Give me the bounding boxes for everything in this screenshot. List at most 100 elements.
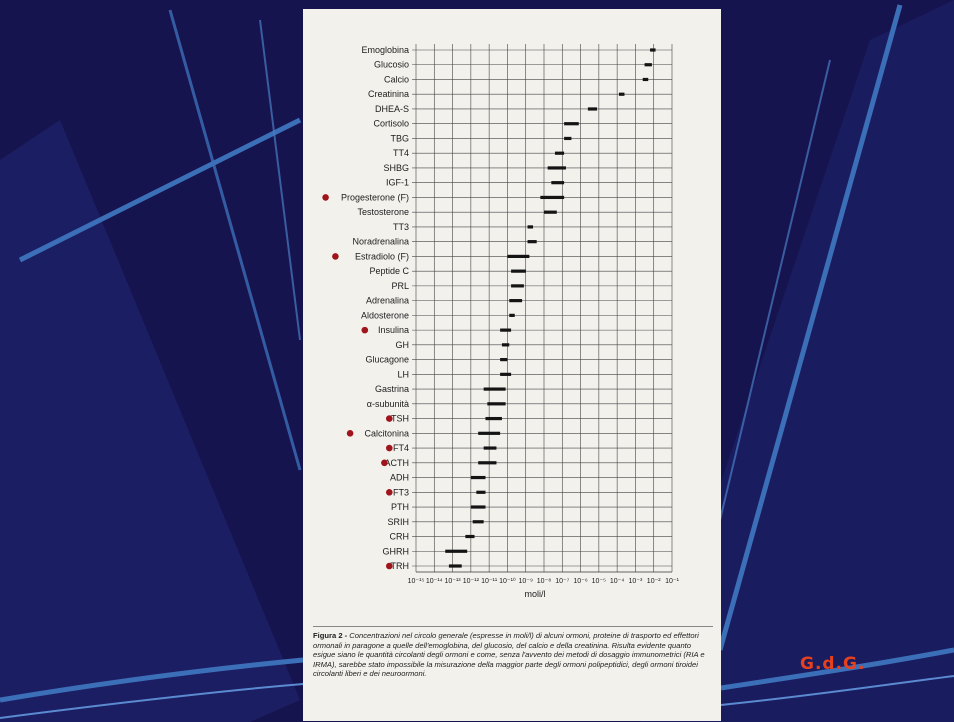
range-bar — [500, 372, 512, 376]
row-label: Adrenalina — [366, 296, 409, 306]
row-label: TT4 — [393, 148, 409, 158]
x-tick-label: 10⁻¹³ — [444, 578, 461, 585]
row-label: Aldosterone — [361, 310, 409, 320]
row-marker-dot — [322, 194, 329, 201]
range-bar — [445, 549, 468, 553]
caption-figure-label: Figura 2 - — [313, 631, 348, 640]
row-label: CRH — [390, 532, 410, 542]
row-marker-dot — [386, 562, 393, 570]
range-bar — [478, 431, 501, 435]
row-label: GH — [396, 340, 410, 350]
row-label: Glucagone — [365, 355, 409, 365]
row-label: IGF-1 — [386, 178, 409, 188]
range-bar — [478, 461, 497, 465]
row-label: TRH — [391, 561, 410, 571]
row-label: Glucosio — [374, 60, 409, 70]
range-bar — [509, 299, 523, 303]
textbook-page: Emoglobina Glucosio Calcio Creatinina DHEA-S… — [303, 9, 721, 721]
row-label: TBG — [390, 133, 409, 143]
figure-caption: Figura 2 - Concentrazioni nel circolo ge… — [313, 626, 713, 713]
range-bar — [547, 166, 566, 170]
row-label: SRIH — [387, 517, 409, 527]
x-tick-label: 10⁻¹⁴ — [426, 578, 443, 585]
range-bar — [487, 402, 506, 406]
row-label: SHBG — [383, 163, 409, 173]
row-label: Gastrina — [375, 384, 409, 394]
row-marker-dot — [346, 430, 354, 437]
range-bar — [500, 358, 508, 362]
row-label: ACTH — [385, 458, 410, 468]
range-bar — [587, 107, 598, 111]
range-bar — [618, 92, 625, 96]
x-tick-label: 10⁻¹⁵ — [408, 578, 425, 585]
x-axis-label: moli/l — [524, 589, 545, 599]
caption-text: Concentrazioni nel circolo generale (esp… — [313, 631, 705, 679]
x-tick-label: 10⁻³ — [629, 578, 643, 585]
range-bar — [511, 269, 526, 273]
range-bar — [544, 210, 557, 214]
row-label: ADH — [390, 473, 409, 483]
range-bar — [527, 225, 534, 229]
range-bar — [483, 446, 497, 450]
row-label: Noradrenalina — [352, 237, 409, 247]
row-marker-dot — [381, 459, 388, 467]
range-bar — [564, 122, 579, 126]
row-label: Insulina — [378, 325, 409, 335]
range-bar — [465, 534, 475, 539]
chart-grid — [412, 44, 673, 573]
range-bar — [500, 328, 512, 332]
row-label: PRL — [391, 281, 409, 291]
row-label: TSH — [391, 414, 409, 424]
row-label: α-subunità — [367, 399, 409, 409]
row-label: Calcio — [384, 74, 409, 84]
range-bar — [642, 77, 649, 82]
row-label: TT3 — [393, 222, 409, 232]
range-bar — [564, 136, 572, 141]
range-bar — [476, 490, 486, 494]
range-bar — [554, 151, 565, 155]
range-bar — [448, 564, 462, 568]
row-label: GHRH — [383, 546, 410, 556]
x-tick-label: 10⁻⁴ — [610, 578, 625, 585]
row-marker-dot — [386, 444, 393, 452]
row-label: Creatinina — [368, 89, 409, 99]
row-marker-dot — [361, 326, 369, 334]
x-tick-label: 10⁻¹¹ — [481, 578, 498, 585]
range-bar — [485, 416, 502, 421]
range-bar — [527, 240, 537, 244]
range-bar — [507, 254, 530, 258]
row-label: Cortisolo — [373, 119, 409, 129]
x-tick-label: 10⁻⁵ — [592, 578, 606, 585]
row-label: Emoglobina — [361, 45, 409, 55]
range-bar — [644, 63, 652, 67]
x-tick-label: 10⁻¹² — [463, 578, 480, 585]
x-tick-labels: 10⁻¹⁵ 10⁻¹⁴ 10⁻¹³ 10⁻¹² 10⁻¹¹ 10⁻¹⁰ 10⁻⁹ 10⁻⁸ 10… — [408, 577, 680, 585]
row-marker-dot — [332, 253, 339, 260]
range-bar — [509, 313, 515, 317]
x-tick-label: 10⁻⁸ — [537, 578, 551, 585]
row-label: Testosterone — [357, 207, 409, 217]
x-tick-label: 10⁻¹⁰ — [499, 577, 516, 585]
row-label: FT4 — [393, 443, 409, 453]
range-bar — [483, 387, 506, 391]
range-bar — [650, 48, 656, 52]
x-tick-label: 10⁻² — [647, 578, 661, 585]
row-label: DHEA-S — [375, 104, 409, 114]
row-marker-dot — [386, 415, 393, 422]
range-bar — [551, 181, 565, 185]
x-tick-label: 10⁻¹ — [665, 578, 679, 585]
range-bar — [472, 520, 484, 524]
range-bar — [501, 343, 510, 347]
row-label: PTH — [391, 502, 409, 512]
hormone-concentration-chart: Emoglobina Glucosio Calcio Creatinina DHEA-S… — [322, 44, 680, 599]
row-label: LH — [397, 369, 409, 379]
x-tick-label: 10⁻⁶ — [573, 578, 587, 585]
range-bar — [470, 505, 486, 509]
range-bars — [445, 48, 656, 568]
range-bar — [540, 195, 565, 200]
row-marker-dot — [386, 488, 393, 496]
gdg-logo: G.d.G. — [800, 654, 866, 674]
range-bar — [470, 475, 486, 480]
row-label: Calcitonina — [364, 428, 409, 438]
row-labels: Emoglobina Glucosio Calcio Creatinina DHEA-S… — [322, 45, 409, 571]
